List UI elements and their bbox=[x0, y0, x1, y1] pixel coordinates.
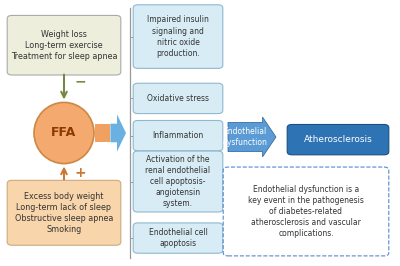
Text: Excess body weight
Long-term lack of sleep
Obstructive sleep apnea
Smoking: Excess body weight Long-term lack of sle… bbox=[15, 192, 113, 234]
Text: −: − bbox=[74, 74, 86, 88]
FancyBboxPatch shape bbox=[133, 5, 223, 68]
Text: Atherosclerosis: Atherosclerosis bbox=[304, 135, 372, 144]
FancyBboxPatch shape bbox=[7, 180, 121, 245]
Text: Endothelial cell
apoptosis: Endothelial cell apoptosis bbox=[148, 228, 208, 248]
Text: Oxidative stress: Oxidative stress bbox=[147, 94, 209, 103]
Polygon shape bbox=[95, 124, 110, 142]
Polygon shape bbox=[110, 114, 126, 152]
Text: Inflammation: Inflammation bbox=[152, 131, 204, 140]
Polygon shape bbox=[228, 117, 276, 157]
FancyBboxPatch shape bbox=[287, 124, 389, 155]
FancyBboxPatch shape bbox=[133, 120, 223, 151]
Text: +: + bbox=[74, 166, 86, 180]
FancyBboxPatch shape bbox=[7, 15, 121, 75]
FancyBboxPatch shape bbox=[133, 223, 223, 253]
Ellipse shape bbox=[34, 102, 94, 164]
Text: Activation of the
renal endothelial
cell apoptosis-
angiotensin
system.: Activation of the renal endothelial cell… bbox=[146, 155, 210, 208]
FancyBboxPatch shape bbox=[223, 167, 389, 256]
Text: Impaired insulin
signaling and
nitric oxide
production.: Impaired insulin signaling and nitric ox… bbox=[147, 15, 209, 58]
Text: Weight loss
Long-term exercise
Treatment for sleep apnea: Weight loss Long-term exercise Treatment… bbox=[11, 30, 117, 61]
Text: FFA: FFA bbox=[51, 127, 77, 139]
Text: Endothelial
dysfunction: Endothelial dysfunction bbox=[223, 127, 268, 147]
FancyBboxPatch shape bbox=[133, 151, 223, 212]
FancyBboxPatch shape bbox=[133, 83, 223, 114]
Text: Endothelial dysfunction is a
key event in the pathogenesis
of diabetes-related
a: Endothelial dysfunction is a key event i… bbox=[248, 185, 364, 238]
